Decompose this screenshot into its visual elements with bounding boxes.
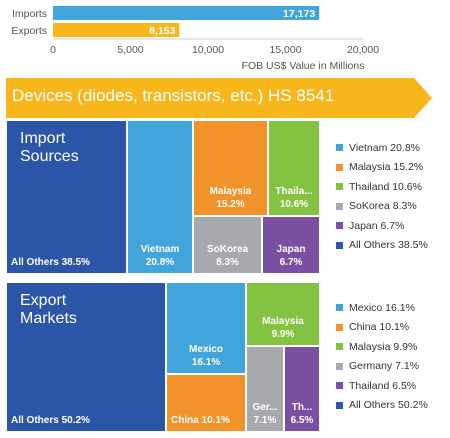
treemap-tile-thailand: Thaila... 10.6% <box>268 120 320 216</box>
legend-swatch <box>336 401 343 409</box>
treemap-label: All Others 38.5% <box>11 257 90 268</box>
import-sources-legend: Vietnam 20.8% Malaysia 15.2% Thailand 10.6… <box>336 138 428 255</box>
legend-label: Thailand 10.6% <box>349 180 422 193</box>
legend-label: Thailand 6.5% <box>349 379 417 392</box>
legend-swatch <box>336 382 343 390</box>
treemap-label: Th... 6.5% <box>290 402 314 426</box>
trade-bar-chart: Imports 17,173 Exports 8,153 0 5,000 10,000 15,… <box>11 6 379 72</box>
legend-item: Japan 6.7% <box>336 216 428 236</box>
legend-item: All Others 50.2% <box>336 396 428 416</box>
treemap-label: Mexico 16.1% <box>189 344 223 368</box>
legend-swatch <box>336 144 343 152</box>
tick-label: 10,000 <box>192 44 224 56</box>
tick-label: 20,000 <box>347 44 379 56</box>
category-label: Imports <box>12 8 47 20</box>
legend-item: SoKorea 8.3% <box>336 197 428 217</box>
banner-arrow <box>6 78 432 118</box>
legend-item: Thailand 6.5% <box>336 376 428 396</box>
export-markets-title: Export Markets <box>20 292 77 327</box>
treemap-tile-malaysia: Malaysia 15.2% <box>193 120 268 216</box>
treemap-tile-thailand: Th... 6.5% <box>284 346 320 432</box>
tick-label: 5,000 <box>117 44 143 56</box>
legend-label: Mexico 16.1% <box>349 301 415 314</box>
legend-item: Thailand 10.6% <box>336 177 428 197</box>
banner-title: Devices (diodes, transistors, etc.) HS 8… <box>12 86 335 105</box>
export-markets-legend: Mexico 16.1% China 10.1% Malaysia 9.9% Germ… <box>336 298 428 415</box>
bar-exports <box>53 23 180 37</box>
legend-swatch <box>336 362 343 370</box>
treemap-label: Thaila... 10.6% <box>275 186 313 210</box>
treemap-tile-all-others: All Others 38.5% <box>6 120 127 274</box>
legend-swatch <box>336 343 343 351</box>
legend-label: Japan 6.7% <box>349 219 405 232</box>
tick-label: 15,000 <box>269 44 301 56</box>
treemap-label: Ger... 7.1% <box>252 402 278 426</box>
treemap-tile-vietnam: Vietnam 20.8% <box>127 120 193 274</box>
legend-label: All Others 50.2% <box>349 399 428 412</box>
legend-label: Vietnam 20.8% <box>349 141 421 154</box>
legend-item: All Others 38.5% <box>336 236 428 256</box>
legend-item: Malaysia 15.2% <box>336 158 428 178</box>
legend-label: China 10.1% <box>349 321 410 334</box>
data-label: 17,173 <box>283 8 315 20</box>
treemap-tile-germany: Ger... 7.1% <box>246 346 284 432</box>
treemap-tile-sokorea: SoKorea 8.3% <box>193 216 262 274</box>
legend-swatch <box>336 183 343 191</box>
treemap-label: Vietnam 20.8% <box>140 244 180 268</box>
treemap-label: Malaysia 9.9% <box>262 316 304 340</box>
x-axis-label: FOB US$ Value in Millions <box>242 60 365 72</box>
treemap-label: SoKorea 8.3% <box>206 244 249 268</box>
import-sources-title: Import Sources <box>20 130 79 165</box>
legend-swatch <box>336 323 343 331</box>
treemap-tile-china: China 10.1% <box>166 374 246 432</box>
legend-label: Malaysia 15.2% <box>349 161 424 174</box>
treemap-tile-malaysia: Malaysia 9.9% <box>246 282 320 346</box>
treemap-label: China 10.1% <box>171 415 230 426</box>
legend-swatch <box>336 304 343 312</box>
legend-label: Germany 7.1% <box>349 360 420 373</box>
treemap-label: Malaysia 15.2% <box>209 186 252 210</box>
legend-swatch <box>336 241 343 249</box>
legend-item: Malaysia 9.9% <box>336 337 428 357</box>
treemap-label: All Others 50.2% <box>11 415 90 426</box>
legend-item: China 10.1% <box>336 318 428 338</box>
tick-label: 0 <box>50 44 56 56</box>
treemap-tile-japan: Japan 6.7% <box>262 216 320 274</box>
legend-label: Malaysia 9.9% <box>349 340 418 353</box>
legend-swatch <box>336 202 343 210</box>
data-label: 8,153 <box>149 25 175 37</box>
legend-swatch <box>336 222 343 230</box>
legend-label: All Others 38.5% <box>349 239 428 252</box>
bar-imports <box>53 6 320 20</box>
legend-swatch <box>336 163 343 171</box>
treemap-label: Japan 6.7% <box>276 244 306 268</box>
treemap-tile-mexico: Mexico 16.1% <box>166 282 246 374</box>
legend-item: Vietnam 20.8% <box>336 138 428 158</box>
legend-item: Germany 7.1% <box>336 357 428 377</box>
category-label: Exports <box>11 25 47 37</box>
treemap-tile-all-others: All Others 50.2% <box>6 282 166 432</box>
legend-label: SoKorea 8.3% <box>349 200 417 213</box>
legend-item: Mexico 16.1% <box>336 298 428 318</box>
